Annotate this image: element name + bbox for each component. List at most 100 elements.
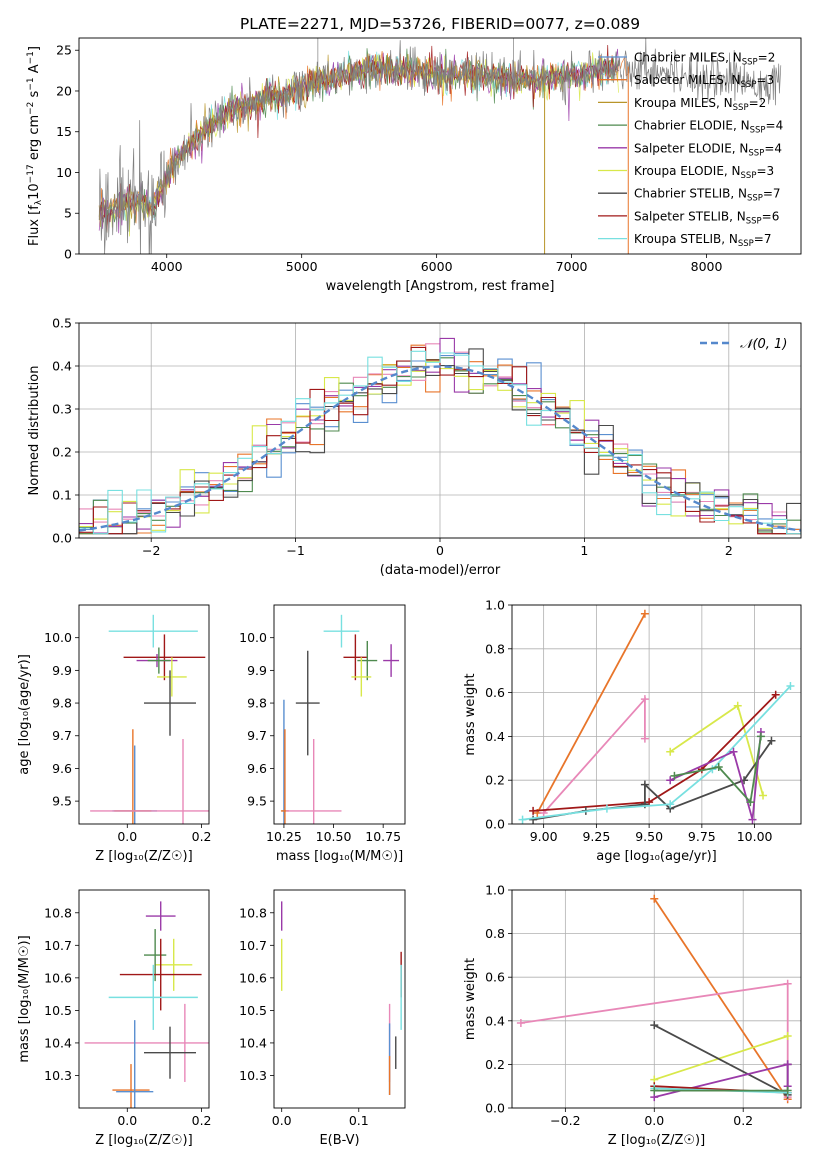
normal-curve [79,365,801,532]
y-tick-label: 9.8 [52,696,72,711]
x-tick-label: 0.2 [192,1113,212,1128]
age_vs_Z-points [90,614,209,824]
x-tick-label: 9.50 [635,829,663,844]
legend-label-part: SSP [742,58,758,68]
y-tick-label: 1.0 [485,883,505,898]
x-tick-label: 4000 [151,259,183,274]
data-point-marker [640,695,649,704]
y-tick-label: 10.4 [44,1035,72,1050]
legend-label-part: SSP [738,239,754,249]
data-point-marker [714,763,723,772]
y-axis-label-part: λ [34,199,44,205]
y-axis-label-part: −2 [26,102,36,115]
y-axis-label-part: 10 [27,183,42,200]
legend-label-part: Salpeter MILES, N [634,73,741,87]
x-axis-label: wavelength [Angstrom, rest frame] [326,279,555,294]
figure-title: PLATE=2271, MJD=53726, FIBERID=0077, z=0… [240,15,640,33]
legend-label-part: =3 [756,164,774,178]
data-point-marker [783,979,792,988]
legend-label-part: Chabrier ELODIE, N [634,119,750,133]
data-point-marker [767,736,776,745]
legend-label: Chabrier MILES, NSSP=2 [634,51,775,68]
y-tick-label: 10.3 [44,1068,72,1083]
y-tick-label: 9.7 [247,728,267,743]
y-tick-label: 9.9 [247,663,267,678]
legend-label-part: =2 [749,96,767,110]
plot-frame [511,604,802,825]
y-axis-label: mass [log₁₀(M/M☉)] [17,935,32,1062]
y-axis-label: mass weight [463,958,478,1040]
y-axis-label-part: −1 [26,77,36,90]
x-tick-label: 10.75 [365,829,401,844]
legend-label-part: =6 [762,209,780,223]
mass_vs_Z-axes: 0.0 0.2 10.3 10.4 10.5 10.6 10.7 10.8 Z [log₁₀(Z… [44,905,211,1148]
y-tick-label: 0.1 [52,488,72,503]
legend-label: Kroupa MILES, NSSP=2 [634,96,766,113]
legend-label-part: =4 [766,119,784,133]
y-tick-label: 0 [64,247,72,262]
series-line [653,1024,789,1097]
data-point-marker [783,1086,792,1095]
age_vs_mass-axes: 10.25 10.50 10.75 9.5 9.6 9.7 9.8 9.9 10.0 mass [… [239,630,403,864]
y-tick-label: 0.0 [485,817,505,832]
y-axis-label-part: ] [27,46,42,51]
legend-label: Chabrier STELIB, NSSP=7 [634,187,781,204]
data-point-marker [733,701,742,710]
data-point-marker [650,1086,659,1095]
age_vs_mass-points [280,614,400,824]
legend-label-part: SSP [741,80,757,90]
y-tick-label: 10.5 [239,1003,267,1018]
data-point-marker [529,806,538,815]
data-point-marker [645,798,654,807]
plot-frame [273,889,406,1109]
data-point-marker [771,690,780,699]
y-tick-label: 9.9 [52,663,72,678]
x-tick-label: 0.0 [117,829,137,844]
y-tick-label: 10.7 [44,938,72,953]
plot-frame [511,889,802,1109]
y-tick-label: 10.8 [44,905,72,920]
legend-label-part: SSP [747,194,763,204]
residuals-legend: 𝒩(0, 1) [700,337,787,352]
legend-label-part: Salpeter ELODIE, N [634,141,748,155]
data-point-marker [640,780,649,789]
y-tick-label: 0.2 [485,773,505,788]
weight_vs_Z-series [516,894,792,1104]
age_vs_Z-axes: 0.0 0.2 9.5 9.6 9.7 9.8 9.9 10.0 Z [log₁₀(Z/Z☉)] [44,630,211,864]
x-tick-label: 0.1 [349,1113,369,1128]
plot-frame [78,322,802,539]
legend-label: 𝒩(0, 1) [740,337,787,352]
plot-frame [78,37,802,255]
legend-label: Kroupa STELIB, NSSP=7 [634,232,772,249]
legend-label-part: Kroupa MILES, N [634,96,733,110]
data-point-marker [516,1018,525,1027]
y-axis-label: Normed distribution [27,366,42,496]
legend-label-part: =3 [756,73,774,87]
legend-label: Salpeter STELIB, NSSP=6 [634,209,779,226]
histogram-step [79,337,801,535]
data-point-marker [666,776,675,785]
series-line [542,696,646,814]
y-tick-label: 9.8 [247,696,267,711]
y-axis-label-part: A [27,64,42,77]
data-point-marker [666,747,675,756]
y-tick-label: 5 [64,206,72,221]
y-axis-label: mass weight [463,673,478,755]
data-point-marker [666,800,675,809]
spectrum-axes: 4000 5000 6000 7000 8000 0 5 10 15 20 25 wavelength… [56,43,722,294]
spectrum-lines [98,38,782,254]
data-point-marker [759,791,768,800]
weight_vs_age-series [518,609,795,824]
x-tick-label: 0 [436,543,444,558]
y-tick-label: 0.4 [485,1013,505,1028]
y-tick-label: 25 [56,43,72,58]
x-tick-label: 0.0 [272,1113,292,1128]
y-tick-label: 0.8 [485,926,505,941]
y-tick-label: 0.0 [52,531,72,546]
mass_vs_ebv-points [281,901,402,1095]
x-tick-label: 10.00 [737,829,773,844]
legend-label-part: Salpeter STELIB, N [634,209,746,223]
y-tick-label: 1.0 [485,598,505,613]
residuals-axes: −2 −1 0 1 2 0.0 0.1 0.2 0.3 0.4 0.5 (data-model)/er… [52,316,801,578]
